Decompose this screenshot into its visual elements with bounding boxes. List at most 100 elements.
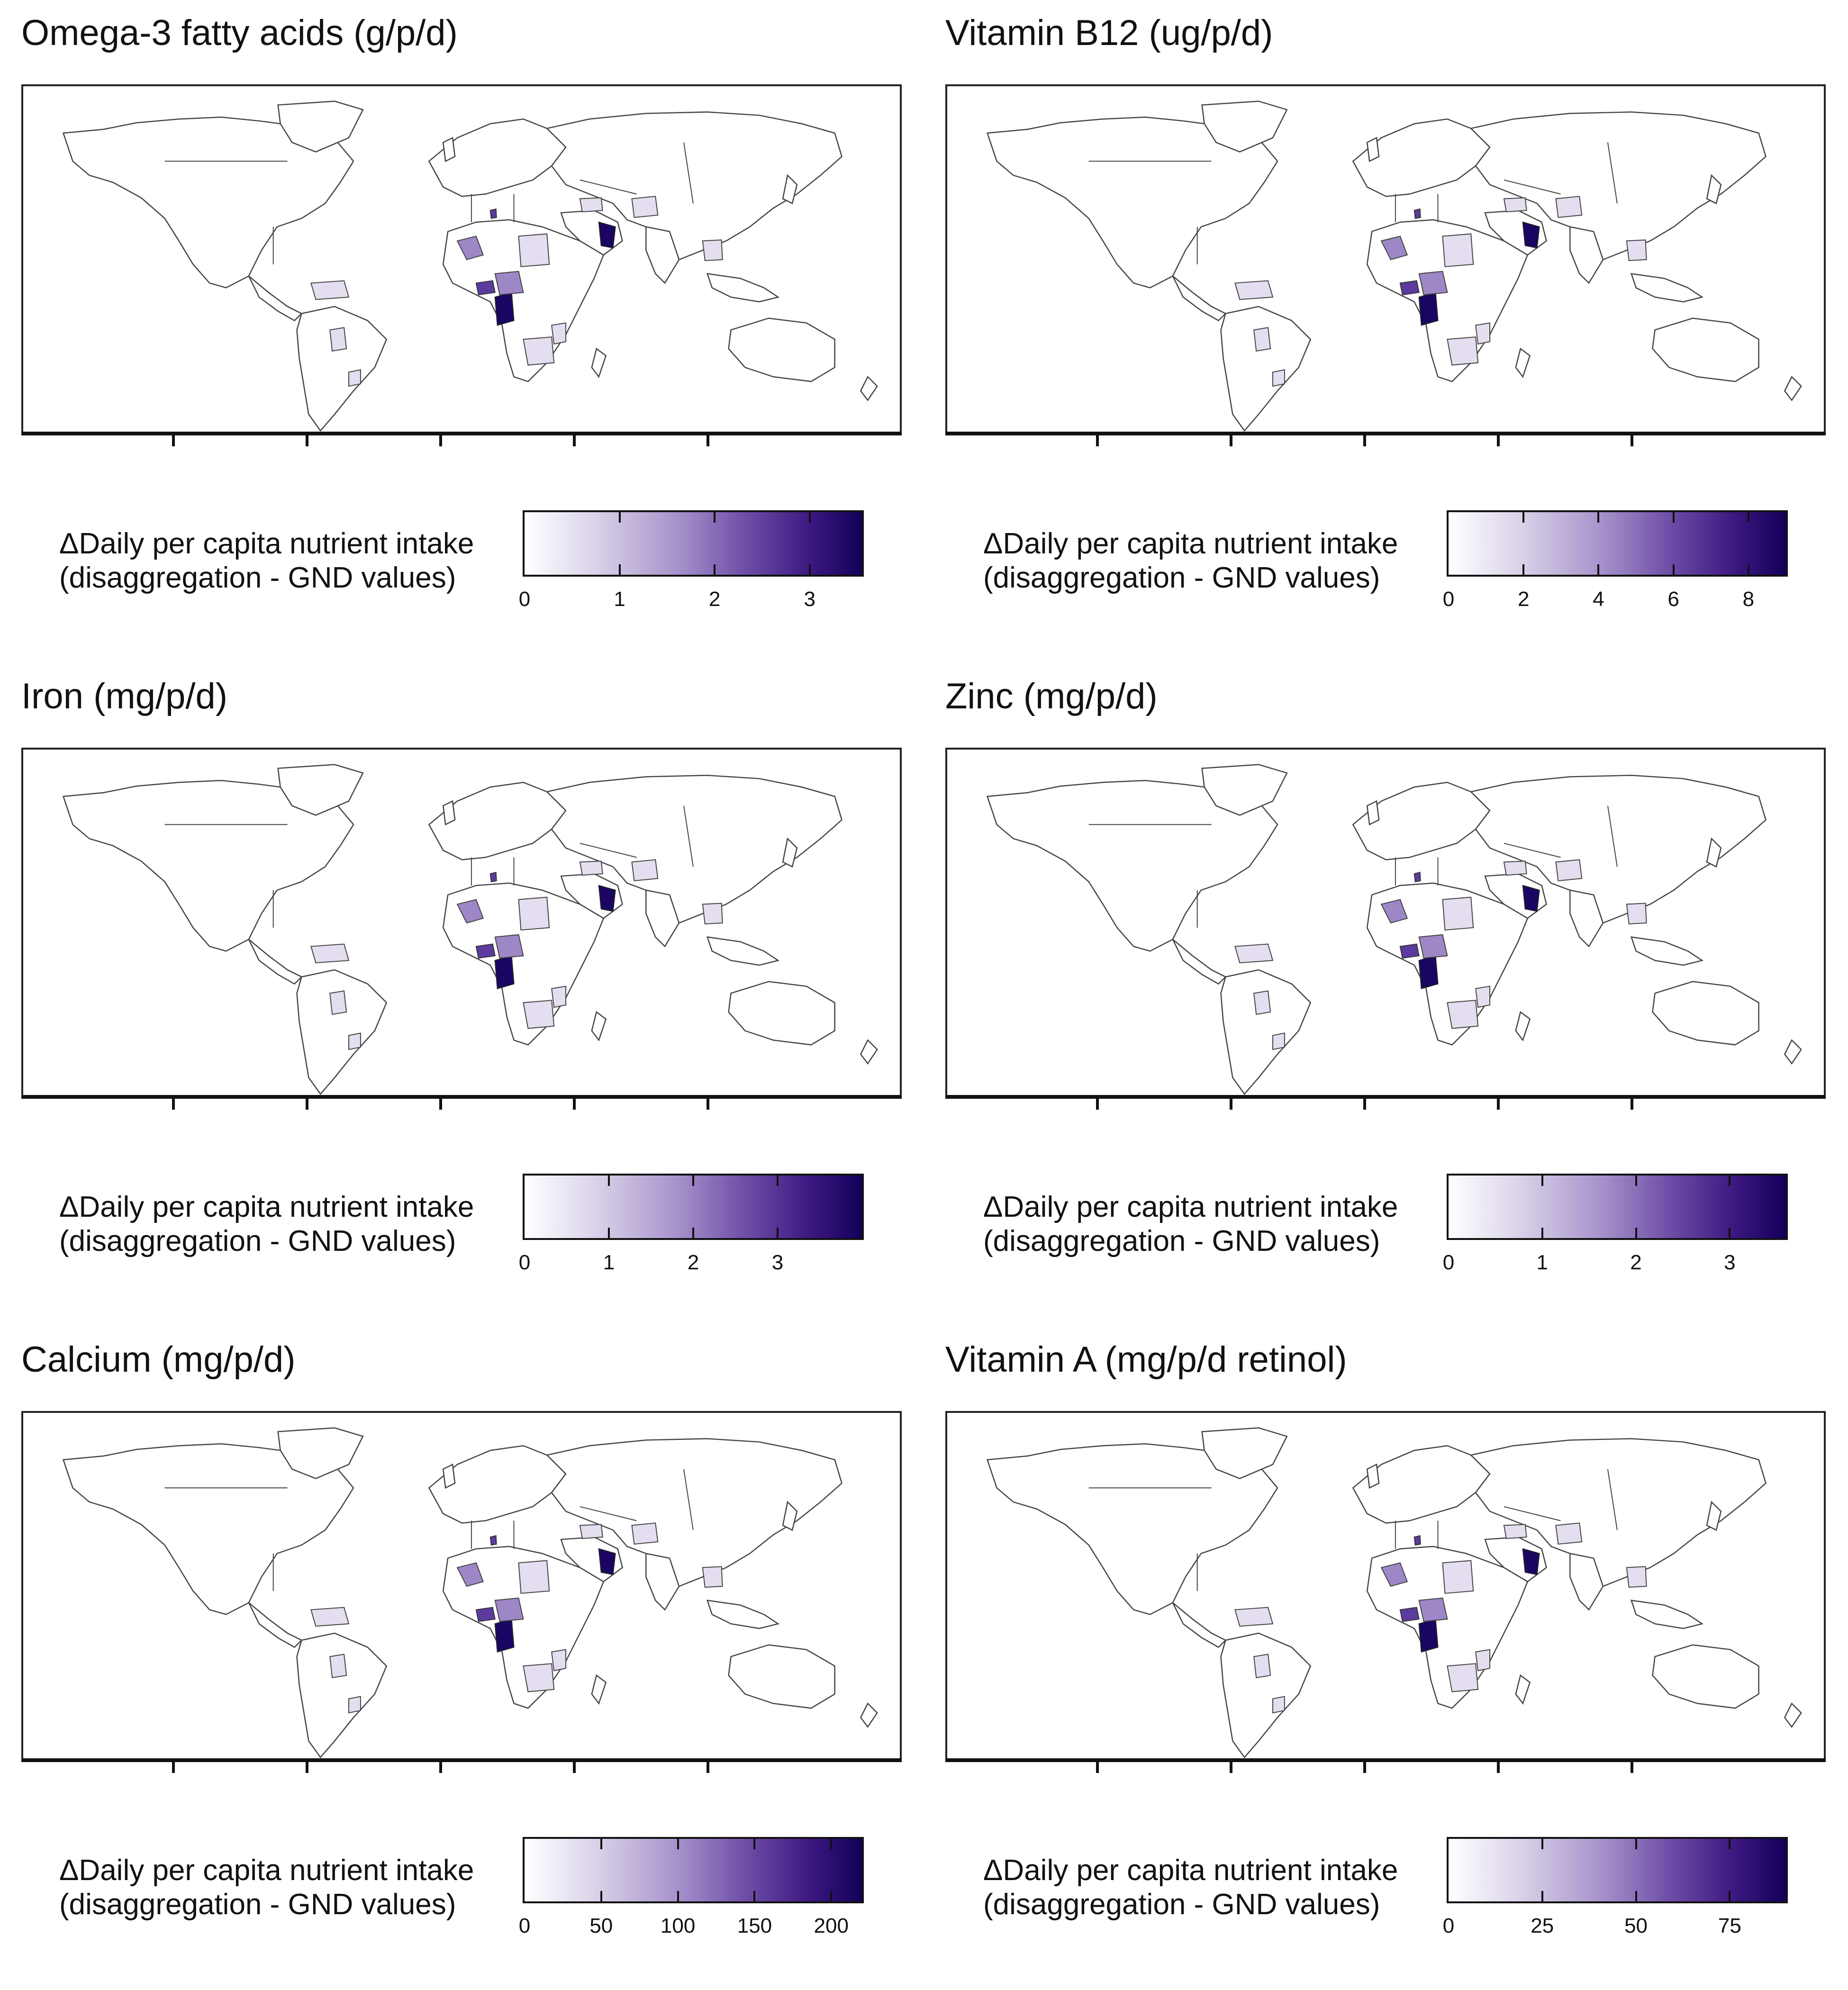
colorbar-tick <box>1635 1891 1637 1901</box>
country-outline <box>296 1632 388 1758</box>
map-baseline <box>945 1095 1826 1099</box>
axis-tick <box>1096 435 1099 446</box>
country-shaded <box>1475 1649 1491 1672</box>
colorbar-tick <box>753 1891 756 1901</box>
country-outline <box>248 275 303 322</box>
country-outline <box>782 174 798 205</box>
axis-tick <box>439 1098 442 1110</box>
legend-label-line1: ΔDaily per capita nutrient intake <box>983 527 1398 560</box>
axis-tick <box>172 1098 175 1110</box>
legend-label-line2: (disaggregation - GND values) <box>59 1888 456 1921</box>
colorbar-tick <box>808 564 811 575</box>
country-shaded <box>494 934 524 959</box>
country-outline <box>1630 273 1704 303</box>
map-baseline <box>21 1758 902 1762</box>
country-outline <box>1515 1011 1531 1041</box>
country-shaded <box>348 369 361 387</box>
country-outline <box>1630 936 1704 966</box>
country-outline <box>645 889 680 948</box>
colorbar-tick-label: 0 <box>1442 588 1455 611</box>
panel-title: Vitamin A (mg/p/d retinol) <box>945 1339 1347 1380</box>
colorbar-tick <box>1541 1891 1543 1901</box>
colorbar-tick-label: 150 <box>737 1914 772 1937</box>
colorbar-tick-label: 4 <box>1593 588 1604 611</box>
country-shaded <box>1418 271 1448 296</box>
colorbar-tick <box>1541 1839 1543 1849</box>
country-shaded <box>1234 1607 1274 1627</box>
country-shaded <box>631 1522 659 1545</box>
border-line <box>1504 179 1561 195</box>
country-shaded <box>598 1548 616 1575</box>
map-axis-ticks <box>21 435 902 449</box>
country-outline <box>1569 1553 1604 1611</box>
map-axis-ticks <box>945 1098 1826 1113</box>
country-shaded <box>1418 955 1439 989</box>
country-shaded <box>329 990 347 1015</box>
colorbar-tick-label: 0 <box>518 588 531 611</box>
axis-tick <box>707 1098 709 1110</box>
country-shaded <box>494 1597 524 1622</box>
country-outline <box>1201 100 1288 153</box>
country-outline <box>545 1438 842 1587</box>
legend-label-line2: (disaggregation - GND values) <box>983 561 1380 594</box>
colorbar-tick <box>692 1228 694 1238</box>
colorbar-tick <box>1635 1839 1637 1849</box>
country-outline <box>591 347 607 378</box>
colorbar-tick <box>714 564 716 575</box>
country-outline <box>1515 347 1531 378</box>
country-shaded <box>551 1649 567 1672</box>
country-shaded <box>456 235 484 261</box>
map-panel: Vitamin A (mg/p/d retinol) ΔDaily per ca… <box>924 1327 1826 1990</box>
country-outline <box>277 764 364 816</box>
country-outline <box>706 936 780 966</box>
country-shaded <box>1626 239 1647 261</box>
country-outline <box>442 136 456 163</box>
country-outline <box>1172 939 1227 985</box>
colorbar-tick-label: 0 <box>518 1251 531 1274</box>
country-outline <box>860 1039 878 1065</box>
colorbar-tick-labels: 0 1 2 3 <box>519 1251 864 1279</box>
country-outline <box>442 1463 456 1489</box>
country-shaded <box>1272 369 1285 387</box>
country-shaded <box>1253 327 1271 352</box>
country-outline <box>1366 136 1380 163</box>
country-shaded <box>1442 896 1474 931</box>
map-baseline <box>21 1095 902 1099</box>
world-map <box>21 84 902 434</box>
country-shaded <box>475 1607 496 1622</box>
colorbar-tick-labels: 0 25 50 75 <box>1443 1914 1788 1943</box>
country-shaded <box>1413 208 1421 219</box>
country-shaded <box>489 1535 497 1546</box>
country-shaded <box>518 1560 550 1594</box>
country-shaded <box>702 903 723 924</box>
country-outline <box>1652 317 1759 382</box>
colorbar-tick-label: 200 <box>814 1914 849 1937</box>
country-shaded <box>523 1000 555 1029</box>
colorbar-tick <box>714 512 716 523</box>
world-map <box>945 84 1826 434</box>
country-outline <box>277 100 364 153</box>
country-shaded <box>1442 1560 1474 1594</box>
border-line <box>1607 1469 1618 1530</box>
axis-tick <box>172 435 175 446</box>
country-outline <box>1220 1632 1312 1758</box>
legend-label: ΔDaily per capita nutrient intake (disag… <box>59 1190 474 1258</box>
colorbar-tick <box>1597 512 1600 523</box>
colorbar-tick <box>618 512 621 523</box>
country-shaded <box>1399 280 1420 296</box>
country-shaded <box>1447 1663 1479 1692</box>
colorbar <box>1447 510 1788 577</box>
country-outline <box>986 1443 1278 1615</box>
country-shaded <box>1626 1566 1647 1588</box>
country-shaded <box>329 327 347 352</box>
country-shaded <box>1380 899 1408 924</box>
country-outline <box>1630 1600 1704 1629</box>
country-shaded <box>579 197 603 213</box>
map-baseline <box>21 432 902 435</box>
country-shaded <box>523 1663 555 1692</box>
colorbar-tick-label: 2 <box>687 1251 699 1274</box>
border-line <box>683 1469 694 1530</box>
country-outline <box>248 939 303 985</box>
map-panel: Zinc (mg/p/d) ΔDaily per capita nutrient… <box>924 663 1826 1327</box>
country-shaded <box>1522 885 1540 912</box>
